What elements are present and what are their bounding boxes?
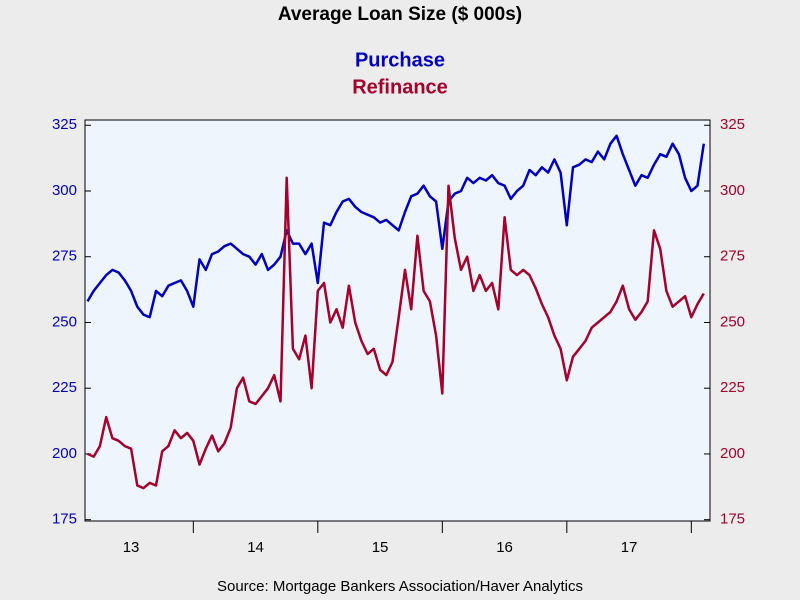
x-tick-label: 17 bbox=[621, 539, 638, 556]
x-tick-label: 16 bbox=[496, 539, 513, 556]
series-line bbox=[87, 176, 705, 490]
y-tick-label: 300 bbox=[52, 182, 77, 199]
legend-entry: Purchase bbox=[355, 49, 445, 71]
chart-title: Average Loan Size ($ 000s) bbox=[278, 4, 522, 25]
source-note: Source: Mortgage Bankers Association/Hav… bbox=[217, 578, 583, 595]
y-tick-label: 225 bbox=[52, 379, 77, 396]
series-line bbox=[86, 134, 706, 319]
x-tick-label: 13 bbox=[123, 539, 140, 556]
y2-tick-label: 325 bbox=[720, 116, 745, 133]
y2-tick-label: 175 bbox=[720, 511, 745, 528]
y-tick-label: 275 bbox=[52, 248, 77, 265]
x-tick-label: 15 bbox=[372, 539, 389, 556]
legend-entry: Refinance bbox=[352, 76, 448, 98]
y2-tick-label: 225 bbox=[720, 379, 745, 396]
y-tick-label: 175 bbox=[52, 511, 77, 528]
y-tick-label: 200 bbox=[52, 445, 77, 462]
y-tick-label: 250 bbox=[52, 313, 77, 330]
y2-tick-label: 275 bbox=[720, 248, 745, 265]
y-tick-label: 325 bbox=[52, 116, 77, 133]
x-tick-label: 14 bbox=[247, 539, 264, 556]
y2-tick-label: 200 bbox=[720, 445, 745, 462]
y2-tick-label: 250 bbox=[720, 313, 745, 330]
y2-tick-label: 300 bbox=[720, 182, 745, 199]
